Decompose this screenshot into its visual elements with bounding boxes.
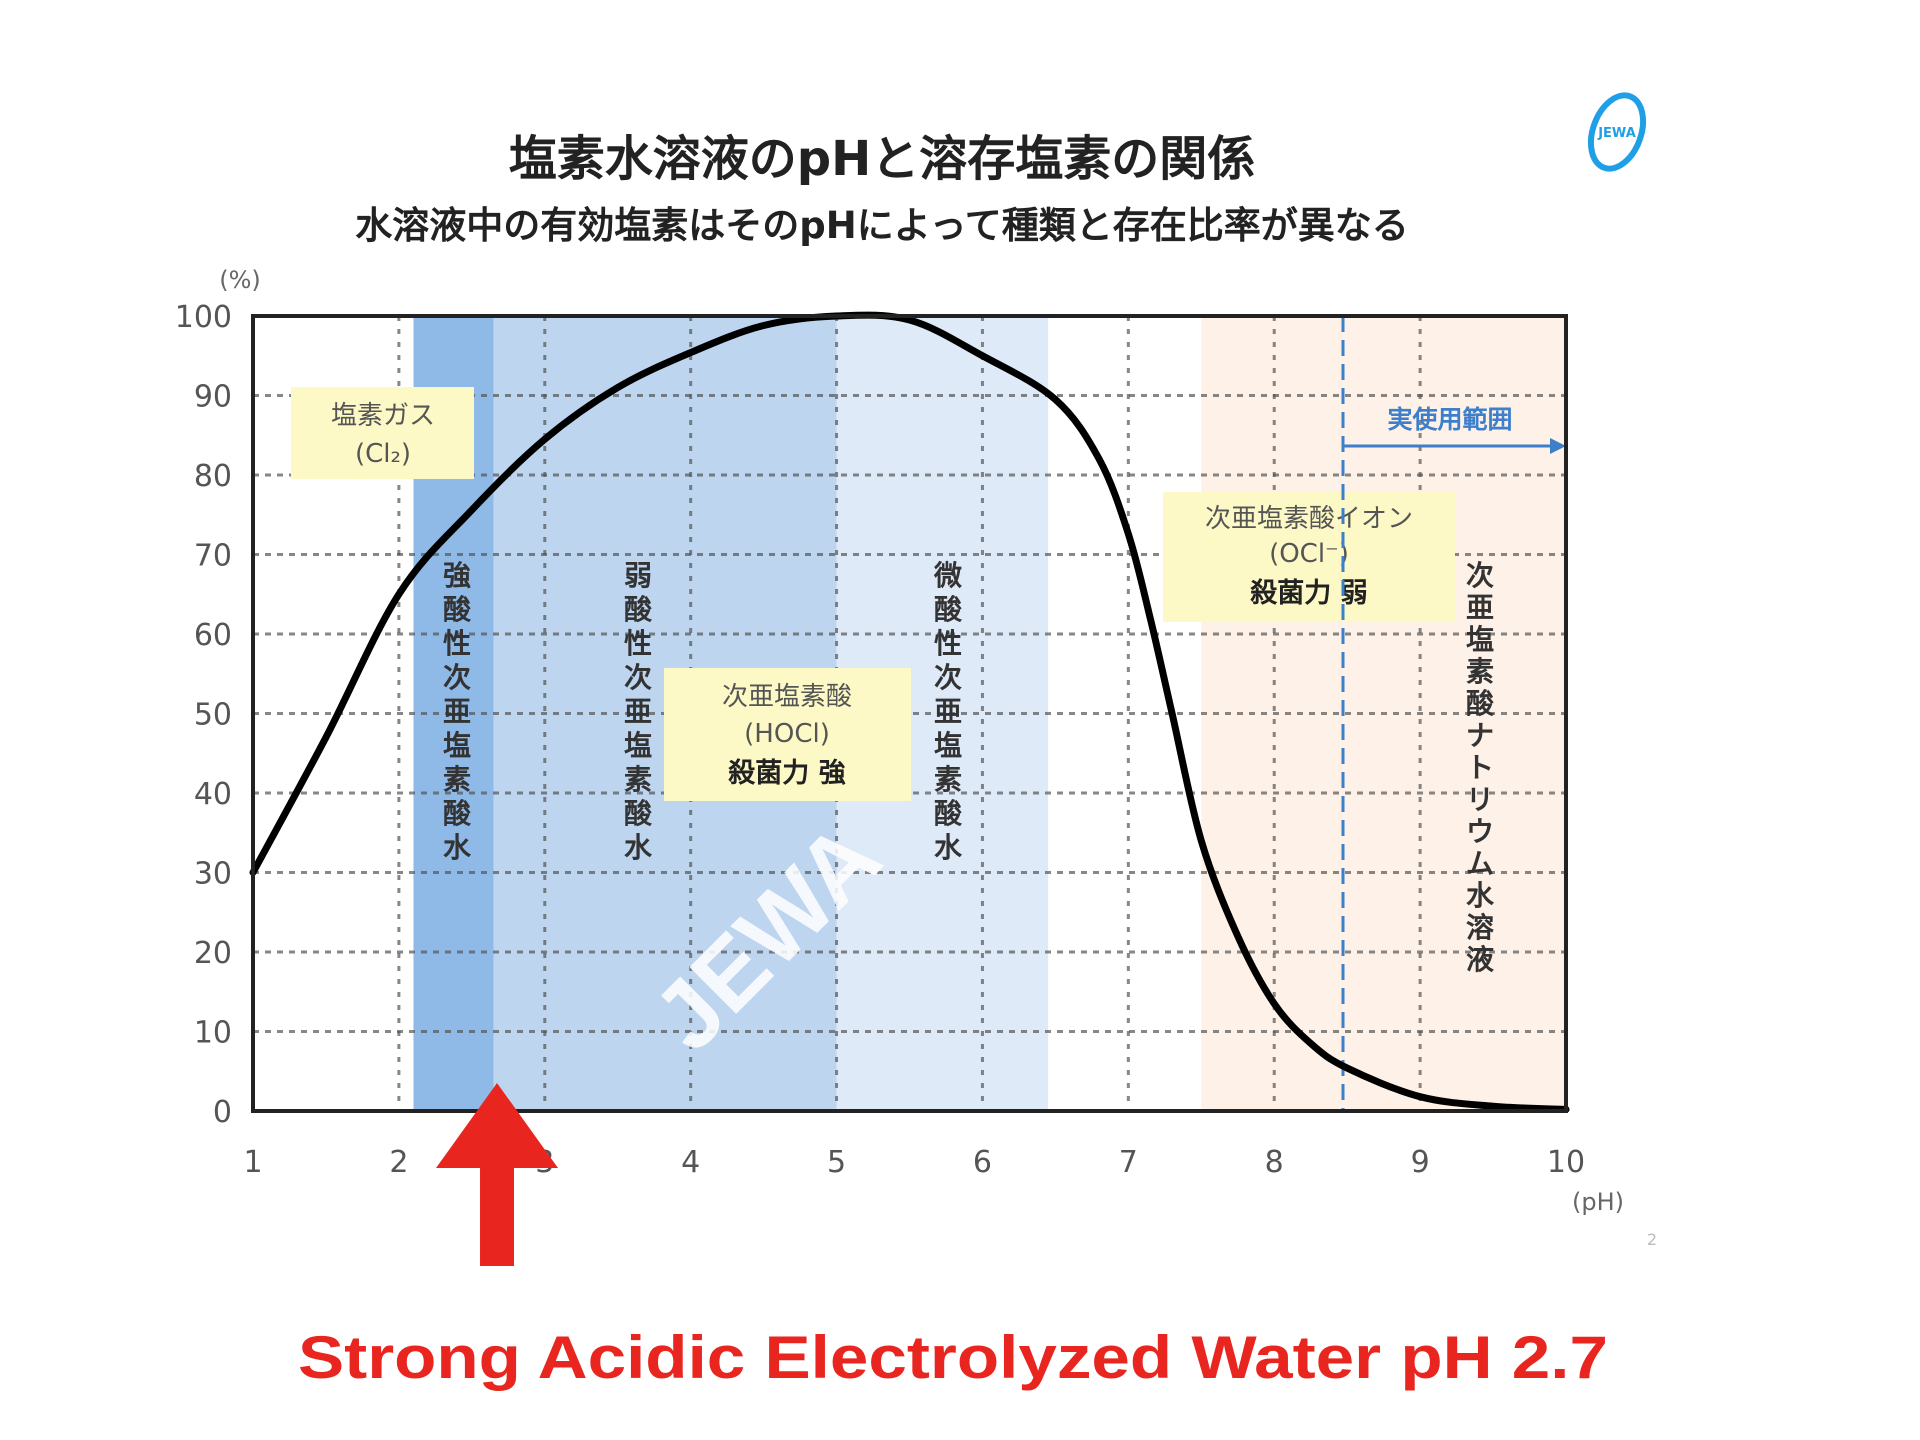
region-label-char: 酸 [934, 593, 963, 626]
hocl-annotation: 次亜塩素酸 (HOCl) 殺菌力 強 [664, 668, 911, 801]
region-label-char: 塩 [1466, 623, 1494, 656]
region-label-char: ト [1466, 751, 1494, 784]
region-label-char: 次 [1466, 559, 1494, 592]
plot-frame [251, 314, 1568, 1113]
region-label-char: ナ [1466, 719, 1494, 752]
region-label-char: 水 [934, 831, 963, 864]
chart-subtitle: 水溶液中の有効塩素はそのpHによって種類と存在比率が異なる [355, 204, 1409, 247]
hocl-note: 殺菌力 強 [728, 758, 845, 789]
y-tick-label: 10 [194, 1016, 232, 1051]
y-axis-unit: (%) [219, 266, 261, 294]
x-tick-label: 9 [1411, 1145, 1430, 1180]
red-arrow-icon [436, 1083, 559, 1266]
ocl-name: 次亜塩素酸イオン [1205, 504, 1413, 534]
cl2-formula: (Cl₂) [355, 439, 411, 469]
y-tick-label: 100 [175, 300, 232, 335]
hocl-name: 次亜塩素酸 [722, 682, 852, 712]
x-tick-label: 4 [681, 1145, 700, 1180]
x-tick-label: 7 [1119, 1145, 1138, 1180]
practical-range: 実使用範囲 [1341, 316, 1566, 1111]
region-label-char: 性 [624, 627, 652, 660]
region-label-char: リ [1466, 783, 1494, 816]
region-label-char: 亜 [934, 695, 962, 728]
region-label-char: ウ [1466, 815, 1494, 848]
y-tick-label: 50 [194, 698, 232, 733]
y-tick-label: 70 [194, 539, 232, 574]
region-label-char: 酸 [624, 593, 653, 626]
y-tick-label: 20 [194, 936, 232, 971]
cl2-annotation: 塩素ガス (Cl₂) [291, 387, 474, 479]
region-label-char: 素 [1466, 655, 1494, 688]
region-label-char: 酸 [1466, 687, 1495, 720]
y-tick-labels: 0 10 20 30 40 50 60 70 80 90 100 [175, 300, 232, 1130]
x-tick-label: 10 [1547, 1145, 1585, 1180]
region-label-char: 亜 [624, 695, 652, 728]
region-label-char: ム [1466, 847, 1494, 880]
region-label-char: 液 [1466, 943, 1494, 976]
jewa-logo: JEWA [1587, 92, 1647, 172]
region-label-char: 溶 [1466, 911, 1494, 944]
region-label-char: 素 [443, 763, 471, 796]
x-axis-unit: (pH) [1572, 1188, 1624, 1216]
region-label-char: 次 [934, 661, 962, 694]
cl2-name: 塩素ガス [331, 401, 435, 431]
ocl-formula: (OCl⁻) [1269, 539, 1349, 569]
region-label-char: 強 [443, 559, 471, 592]
region-label-char: 酸 [443, 797, 472, 830]
region-label-char: 亜 [443, 695, 471, 728]
region-label-char: 次 [624, 661, 652, 694]
region-label-char: 弱 [624, 559, 652, 592]
region-label-char: 亜 [1466, 591, 1494, 624]
x-tick-label: 6 [973, 1145, 992, 1180]
region-label-char: 水 [1466, 879, 1495, 912]
region-label-char: 次 [443, 661, 471, 694]
region-label-char: 微 [933, 559, 962, 592]
caption: Strong Acidic Electrolyzed Water pH 2.7 [298, 1324, 1608, 1391]
y-tick-label: 60 [194, 618, 232, 653]
region-label-char: 塩 [624, 729, 652, 762]
practical-range-label: 実使用範囲 [1387, 405, 1512, 434]
ocl-note: 殺菌力 弱 [1250, 578, 1367, 609]
region-label-char: 素 [624, 763, 652, 796]
region-label-char: 酸 [934, 797, 963, 830]
region-label-char: 塩 [443, 729, 471, 762]
arrow-right-icon [1550, 438, 1566, 454]
region-label-char: 塩 [934, 729, 962, 762]
region-label-char: 酸 [624, 797, 653, 830]
x-tick-label: 1 [243, 1145, 262, 1180]
x-tick-label: 8 [1265, 1145, 1284, 1180]
region-label-char: 酸 [443, 593, 472, 626]
chart-title: 塩素水溶液のpHと溶存塩素の関係 [509, 131, 1256, 187]
page-number: 2 [1647, 1230, 1657, 1249]
hocl-curve [249, 311, 1570, 1113]
x-tick-label: 2 [389, 1145, 408, 1180]
region-label-char: 水 [624, 831, 653, 864]
ocl-annotation: 次亜塩素酸イオン (OCl⁻) 殺菌力 弱 [1163, 492, 1455, 622]
hocl-formula: (HOCl) [744, 719, 830, 749]
region-label-char: 性 [934, 627, 962, 660]
region-label-char: 素 [934, 763, 962, 796]
x-tick-label: 5 [827, 1145, 846, 1180]
region-label-char: 性 [443, 627, 471, 660]
y-tick-label: 30 [194, 857, 232, 892]
logo-text: JEWA [1597, 126, 1636, 141]
y-tick-label: 90 [194, 380, 232, 415]
y-tick-label: 40 [194, 777, 232, 812]
region-label-char: 水 [443, 831, 472, 864]
y-tick-label: 80 [194, 459, 232, 494]
y-tick-label: 0 [213, 1095, 232, 1130]
